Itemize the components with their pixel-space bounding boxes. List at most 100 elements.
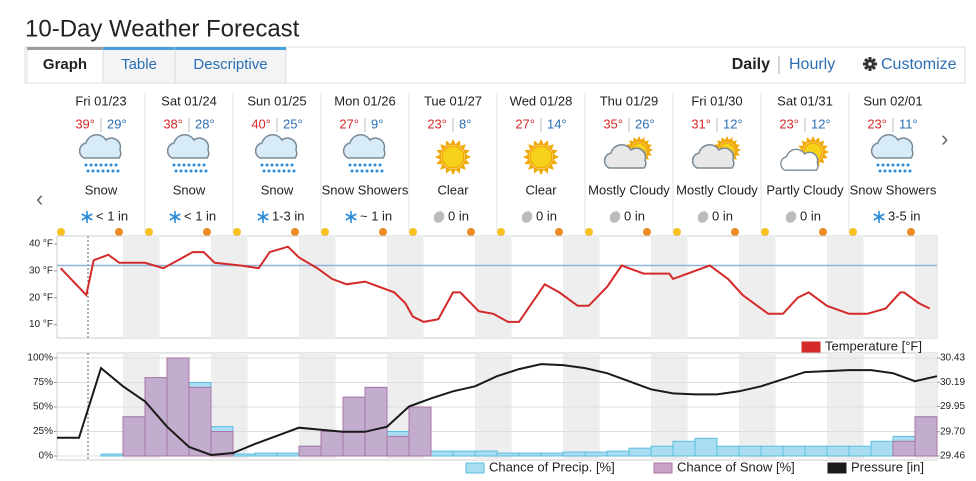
y2-tick-label: 29.46 xyxy=(940,451,965,462)
cloud xyxy=(254,134,298,159)
snow-dot xyxy=(184,169,188,173)
snow-dot xyxy=(179,169,183,173)
day-date: Sun 02/01 xyxy=(863,93,922,108)
night-band xyxy=(123,236,160,338)
tab-label[interactable]: Graph xyxy=(43,56,87,73)
day-precip: 0 in xyxy=(448,208,469,223)
flake-arm xyxy=(345,213,357,221)
sunrise-dot xyxy=(761,228,769,236)
snow-dot xyxy=(370,169,374,173)
day-precip: ~ 1 in xyxy=(360,208,392,223)
sun-ray xyxy=(454,166,461,174)
customize-link[interactable]: Customize xyxy=(881,56,957,73)
snowflake-icon xyxy=(873,211,885,223)
sun-ray xyxy=(462,158,470,165)
snow-dot xyxy=(898,169,902,173)
sun-ray xyxy=(450,169,456,175)
snow-dot xyxy=(270,163,274,167)
day-high: 40° xyxy=(251,116,271,131)
step-area xyxy=(782,445,806,457)
step-area xyxy=(452,450,476,457)
day-low: 29° xyxy=(107,116,127,131)
weather-icon xyxy=(691,136,741,223)
y-tick-label: 25% xyxy=(33,426,53,437)
sun-ray xyxy=(435,154,441,160)
drop-icon xyxy=(433,211,445,223)
legend-label: Pressure [in] xyxy=(851,459,924,474)
prev-arrow[interactable]: ‹ xyxy=(36,186,43,211)
sun-ray xyxy=(538,139,544,145)
day-low: 9° xyxy=(371,116,383,131)
night-band xyxy=(211,236,248,338)
snow-dot xyxy=(292,169,296,173)
step-area xyxy=(584,451,608,457)
y-tick-label: 10 °F xyxy=(29,319,53,330)
day-precip: < 1 in xyxy=(96,208,128,223)
snow-dot xyxy=(192,163,196,167)
legend-label: Temperature [°F] xyxy=(825,338,922,353)
day-high: 23° xyxy=(427,116,447,131)
snow-dot xyxy=(194,169,198,173)
cloud xyxy=(780,148,819,171)
cloud xyxy=(342,134,386,159)
flake-arm xyxy=(81,213,93,221)
sunset-dot xyxy=(379,228,387,236)
sun-ray xyxy=(821,145,828,151)
tab-accent xyxy=(103,47,175,50)
legend-swatch xyxy=(827,462,847,474)
series-line xyxy=(57,363,938,457)
tab[interactable] xyxy=(26,46,104,84)
snow-dot xyxy=(881,163,885,167)
legend-label: Chance of Precip. [%] xyxy=(489,459,615,474)
step-area xyxy=(826,445,850,457)
snow-dot xyxy=(365,169,369,173)
day-date: Tue 01/27 xyxy=(424,93,482,108)
sun-ray xyxy=(450,139,456,145)
sun-ray xyxy=(542,166,549,174)
snow-dot xyxy=(373,163,377,167)
snow-dot xyxy=(901,163,905,167)
flake-arm xyxy=(257,213,269,221)
snow-dot xyxy=(260,163,264,167)
snow-dot xyxy=(204,169,208,173)
tab-label[interactable]: Table xyxy=(121,56,157,73)
step-area xyxy=(738,445,762,457)
snow-dot xyxy=(265,163,269,167)
weather-icon xyxy=(603,136,653,223)
mode-toggle[interactable]: Hourly xyxy=(789,56,835,73)
sun-ray xyxy=(633,137,639,144)
tab-label[interactable]: Descriptive xyxy=(193,56,267,73)
sun-ray xyxy=(440,163,447,170)
gear-tooth xyxy=(868,67,872,71)
snow-dot xyxy=(104,163,108,167)
gear-icon xyxy=(863,57,877,71)
weather-icon xyxy=(254,134,298,223)
snow-dot xyxy=(355,169,359,173)
sunrise-dot xyxy=(145,228,153,236)
sun-ray xyxy=(533,166,540,174)
sun-ray xyxy=(528,163,535,170)
snow-dot xyxy=(187,163,191,167)
step-area xyxy=(474,450,498,457)
snow-dot xyxy=(89,163,93,167)
sun-ray xyxy=(436,158,444,165)
snow-dot xyxy=(285,163,289,167)
step-area xyxy=(848,445,872,457)
sun-ray xyxy=(528,144,535,151)
snow-dot xyxy=(91,169,95,173)
snow-dot xyxy=(348,163,352,167)
sunrise-dot xyxy=(409,228,417,236)
day-precip: < 1 in xyxy=(184,208,216,223)
sun-disc xyxy=(441,145,465,169)
cloud-shape xyxy=(254,134,298,159)
tab[interactable] xyxy=(174,46,287,84)
step-area xyxy=(386,435,410,457)
snow-dot xyxy=(86,169,90,173)
step-area xyxy=(694,437,718,457)
mode-toggle[interactable]: Daily xyxy=(732,56,770,73)
next-arrow[interactable]: › xyxy=(941,126,948,151)
sunset-dot xyxy=(467,228,475,236)
step-area xyxy=(276,452,300,457)
sun-ray xyxy=(436,149,444,156)
day-low: 12° xyxy=(723,116,743,131)
